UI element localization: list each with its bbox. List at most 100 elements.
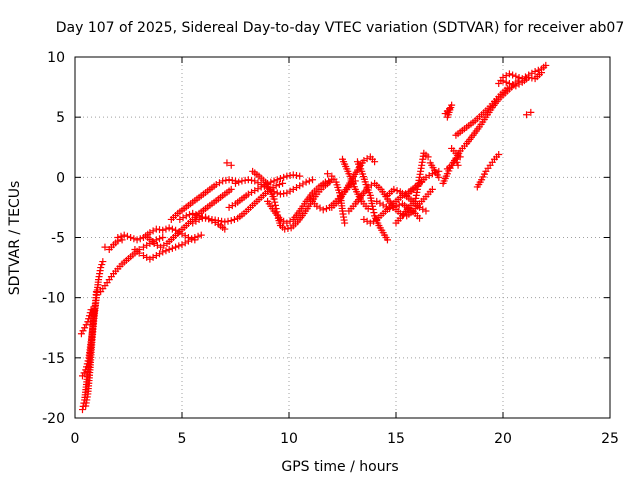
data-point xyxy=(289,171,297,179)
y-tick-label: -10 xyxy=(42,291,65,307)
data-point xyxy=(223,159,231,167)
y-tick-label: -15 xyxy=(42,351,65,367)
data-point xyxy=(305,177,313,185)
data-point xyxy=(435,173,443,181)
data-point xyxy=(85,312,93,320)
data-point xyxy=(192,211,200,219)
data-point xyxy=(159,226,167,234)
data-point xyxy=(227,161,235,169)
data-point xyxy=(168,244,176,252)
data-point xyxy=(224,217,232,225)
data-point xyxy=(273,189,281,197)
data-point xyxy=(198,214,206,222)
data-point xyxy=(82,321,90,329)
data-point xyxy=(172,243,180,251)
data-point xyxy=(159,234,167,241)
data-point xyxy=(118,236,126,244)
data-point xyxy=(525,73,533,81)
data-point xyxy=(85,315,93,323)
data-point xyxy=(189,209,197,217)
data-point xyxy=(241,176,249,184)
data-point xyxy=(185,211,193,219)
data-point xyxy=(222,176,230,184)
data-point xyxy=(538,69,546,77)
data-point xyxy=(509,71,517,79)
data-point xyxy=(135,249,143,257)
data-point xyxy=(499,77,507,85)
data-point xyxy=(120,231,128,239)
data-point xyxy=(456,153,464,161)
data-point xyxy=(84,318,92,326)
grid-lines xyxy=(75,57,610,418)
data-point xyxy=(542,61,550,69)
y-tick-label: -5 xyxy=(51,231,65,247)
data-points xyxy=(77,61,550,414)
data-point xyxy=(321,178,329,186)
data-point xyxy=(101,243,109,251)
data-point xyxy=(505,79,513,87)
data-point xyxy=(495,150,503,158)
y-tick-label: 5 xyxy=(56,110,65,126)
data-point xyxy=(271,201,279,209)
chart-title: Day 107 of 2025, Sidereal Day-to-day VTE… xyxy=(56,20,625,36)
data-point xyxy=(195,215,203,223)
data-point xyxy=(319,206,327,214)
data-point xyxy=(165,224,173,232)
data-point xyxy=(284,224,292,232)
data-point xyxy=(78,406,86,414)
data-point xyxy=(528,74,536,82)
data-point xyxy=(194,232,202,240)
x-tick-label: 0 xyxy=(71,431,80,447)
data-point xyxy=(218,217,226,225)
data-point xyxy=(370,209,378,217)
data-point xyxy=(281,225,289,233)
data-point xyxy=(515,73,523,81)
data-point xyxy=(452,155,460,163)
data-point xyxy=(99,258,107,266)
data-point xyxy=(175,242,183,250)
data-point xyxy=(302,178,310,186)
x-tick-label: 15 xyxy=(387,431,405,447)
y-tick-label: 10 xyxy=(47,50,65,66)
x-tick-label: 20 xyxy=(494,431,512,447)
data-point xyxy=(97,264,105,272)
data-point xyxy=(502,78,510,86)
data-point xyxy=(191,234,199,241)
data-point xyxy=(531,67,539,75)
data-point xyxy=(80,369,88,377)
data-point xyxy=(219,177,227,185)
data-point xyxy=(505,70,513,78)
data-point xyxy=(275,181,283,189)
data-point xyxy=(368,202,376,210)
data-point xyxy=(424,153,432,161)
data-point xyxy=(283,172,291,180)
data-point xyxy=(280,173,288,181)
data-point xyxy=(221,225,229,233)
data-point xyxy=(523,111,531,119)
data-point xyxy=(453,158,461,166)
data-point xyxy=(428,185,436,193)
data-point xyxy=(136,235,144,243)
data-point xyxy=(123,232,131,240)
data-point xyxy=(509,81,517,89)
data-point xyxy=(156,226,164,234)
x-tick-label: 5 xyxy=(178,431,187,447)
data-point xyxy=(364,205,372,213)
data-point xyxy=(383,236,391,244)
data-point xyxy=(114,234,122,241)
data-point xyxy=(225,176,233,184)
y-tick-label: 0 xyxy=(56,170,65,186)
data-point xyxy=(77,330,85,338)
data-point xyxy=(512,72,520,80)
data-point xyxy=(270,195,278,203)
data-point xyxy=(393,187,401,195)
axis-ticks: 0 5 10 15 20 25 -20 -15 -10 -5 0 5 10 xyxy=(42,50,619,447)
data-point xyxy=(296,172,304,180)
data-point xyxy=(416,214,424,222)
data-point xyxy=(422,207,430,215)
data-point xyxy=(197,231,205,239)
y-axis-label: SDTVAR / TECUs xyxy=(7,181,23,296)
data-point xyxy=(341,219,349,227)
data-point xyxy=(152,236,160,244)
